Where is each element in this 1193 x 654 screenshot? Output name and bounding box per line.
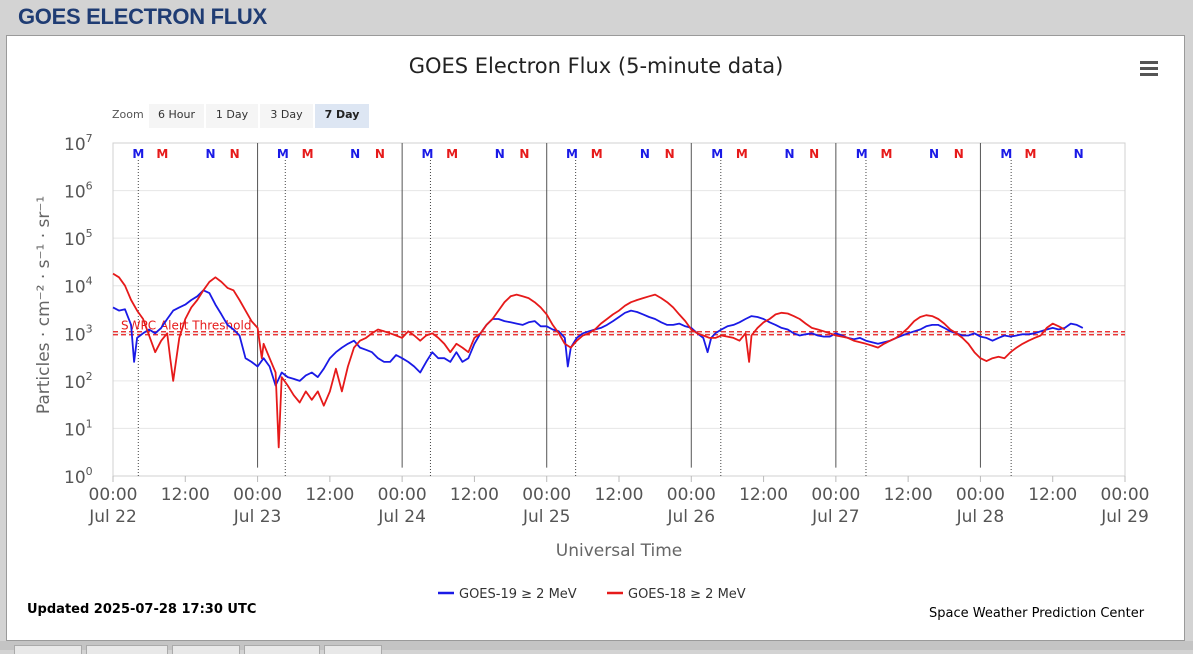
hamburger-icon-bar [1140, 73, 1158, 76]
bottom-tab-strip [0, 641, 1193, 650]
credit-text: Space Weather Prediction Center [929, 606, 1145, 621]
zoom-7-day-button[interactable]: 7 Day [315, 104, 369, 128]
page-title: GOES ELECTRON FLUX [18, 4, 267, 29]
zoom-3-day-button[interactable]: 3 Day [260, 104, 313, 128]
zoom-1-day-button[interactable]: 1 Day [206, 104, 258, 128]
zoom-label: Zoom [112, 108, 144, 121]
updated-timestamp: Updated 2025-07-28 17:30 UTC [27, 602, 257, 617]
hamburger-icon-bar [1140, 67, 1158, 70]
chart-menu-button[interactable] [1138, 58, 1160, 78]
hamburger-icon [1140, 61, 1158, 64]
zoom-6-hour-button[interactable]: 6 Hour [149, 104, 204, 128]
